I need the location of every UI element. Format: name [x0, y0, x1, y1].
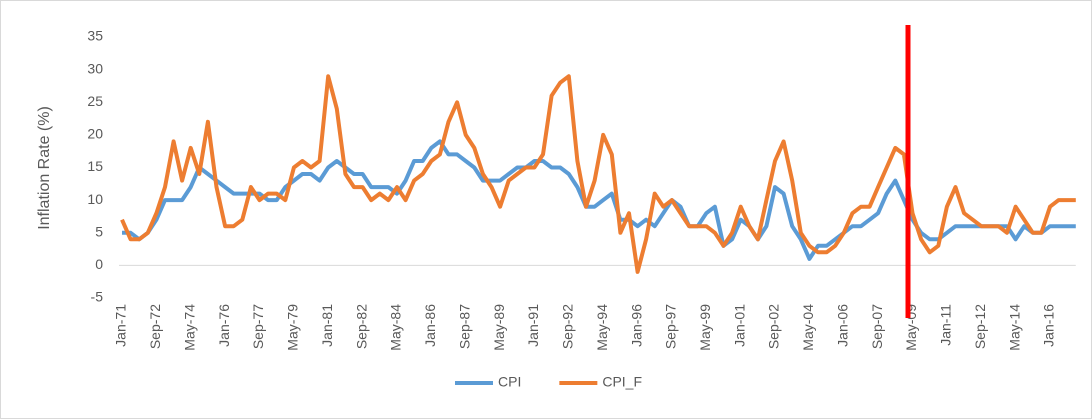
- x-tick-label: Sep-92: [560, 304, 576, 349]
- x-tick-label: May-04: [800, 304, 816, 351]
- x-tick-label: May-74: [181, 304, 197, 351]
- x-tick-label: Sep-97: [663, 304, 679, 349]
- y-tick-label: 35: [87, 28, 103, 44]
- y-tick-label: 20: [87, 126, 103, 142]
- x-tick-label: May-99: [697, 304, 713, 351]
- x-tick-label: Jan-96: [628, 304, 644, 347]
- series-line: [120, 74, 1076, 274]
- x-tick-label: Jan-91: [525, 304, 541, 347]
- y-tick-label: 25: [87, 93, 103, 109]
- x-tick-label: May-94: [594, 304, 610, 351]
- x-tick-label: Sep-07: [869, 304, 885, 349]
- x-tick-label: Jan-01: [731, 304, 747, 347]
- x-tick-label: Jan-81: [319, 304, 335, 347]
- legend-label: CPI_F: [602, 374, 642, 390]
- x-tick-label: Jan-16: [1041, 304, 1057, 347]
- x-tick-label: May-84: [388, 304, 404, 351]
- y-tick-label: 5: [95, 223, 103, 239]
- y-tick-label: -5: [91, 289, 104, 305]
- legend-label: CPI: [498, 374, 521, 390]
- y-tick-label: 30: [87, 60, 103, 76]
- y-tick-label: 0: [95, 256, 103, 272]
- y-axis-title: Inflation Rate (%): [36, 106, 53, 230]
- x-tick-label: Jan-71: [113, 304, 129, 347]
- y-tick-label: 15: [87, 158, 103, 174]
- y-tick-label: 10: [87, 191, 103, 207]
- x-tick-label: Sep-12: [972, 304, 988, 349]
- x-tick-label: Jan-11: [938, 304, 954, 346]
- x-tick-label: May-14: [1006, 304, 1022, 351]
- x-tick-label: Jan-86: [422, 304, 438, 347]
- x-tick-label: Sep-72: [147, 304, 163, 349]
- x-tick-label: Jan-76: [216, 304, 232, 347]
- x-tick-label: Sep-82: [353, 304, 369, 349]
- x-tick-label: Sep-77: [250, 304, 266, 349]
- x-tick-label: May-79: [285, 304, 301, 351]
- x-tick-label: Sep-02: [766, 304, 782, 349]
- x-tick-label: Jan-06: [834, 304, 850, 347]
- x-tick-label: May-89: [491, 304, 507, 351]
- x-tick-label: Sep-87: [456, 304, 472, 349]
